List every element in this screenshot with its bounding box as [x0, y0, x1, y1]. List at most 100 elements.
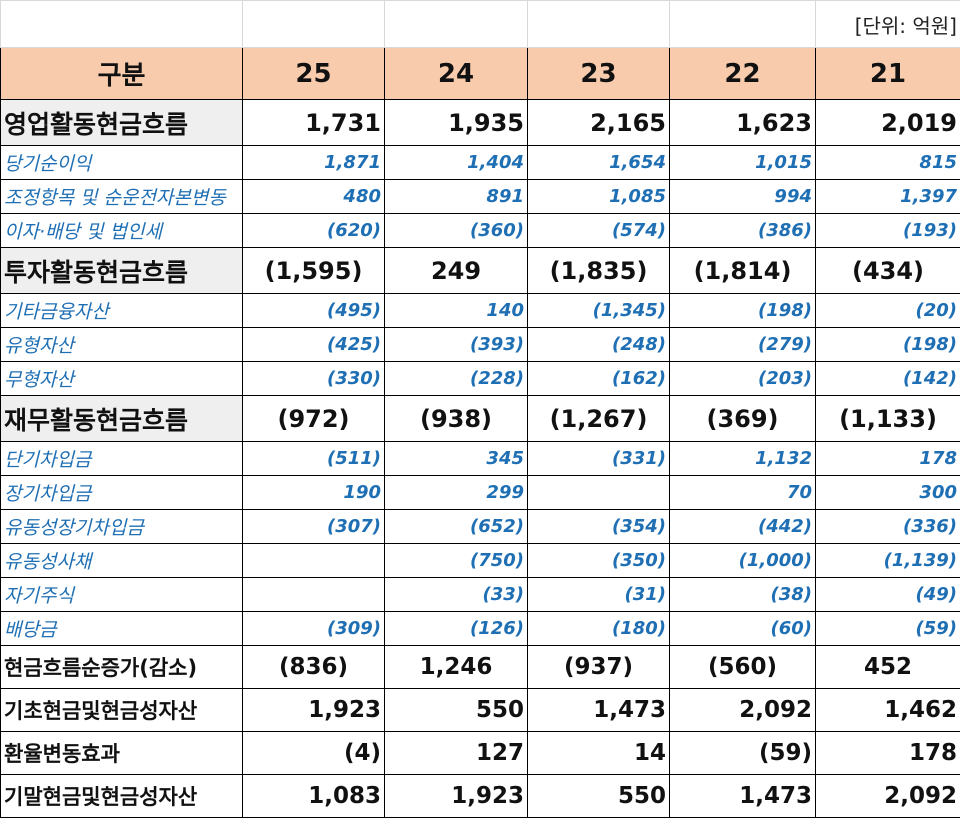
value-cell: (937) [528, 646, 670, 689]
value-cell: 178 [816, 732, 960, 775]
row-label: 유동성사채 [1, 544, 243, 578]
value-cell: 2,165 [528, 100, 670, 146]
value-cell: 70 [670, 476, 816, 510]
value-cell: (511) [243, 442, 385, 476]
minor-row: 이자·배당 및 법인세(620)(360)(574)(386)(193) [1, 214, 960, 248]
value-cell: 2,092 [670, 689, 816, 732]
header-year: 23 [528, 48, 670, 100]
value-cell: (20) [816, 294, 960, 328]
value-cell: (33) [385, 578, 528, 612]
value-cell: (60) [670, 612, 816, 646]
value-cell: (1,267) [528, 396, 670, 442]
header-label: 구분 [1, 48, 243, 100]
value-cell: (1,595) [243, 248, 385, 294]
header-row: 구분 25 24 23 22 21 [1, 48, 960, 100]
value-cell: 1,473 [528, 689, 670, 732]
value-cell: (1,133) [816, 396, 960, 442]
value-cell: 345 [385, 442, 528, 476]
value-cell: 1,871 [243, 146, 385, 180]
value-cell: 550 [385, 689, 528, 732]
minor-row: 유동성장기차입금(307)(652)(354)(442)(336) [1, 510, 960, 544]
value-cell: (495) [243, 294, 385, 328]
value-cell: (180) [528, 612, 670, 646]
value-cell: (248) [528, 328, 670, 362]
value-cell: 14 [528, 732, 670, 775]
minor-row: 기타금융자산(495)140(1,345)(198)(20) [1, 294, 960, 328]
value-cell: (836) [243, 646, 385, 689]
value-cell: (560) [670, 646, 816, 689]
value-cell: (620) [243, 214, 385, 248]
value-cell: 1,935 [385, 100, 528, 146]
value-cell: 1,623 [670, 100, 816, 146]
value-cell: 299 [385, 476, 528, 510]
value-cell: (31) [528, 578, 670, 612]
unit-row: [단위: 억원] [1, 1, 960, 48]
value-cell: 140 [385, 294, 528, 328]
value-cell: (652) [385, 510, 528, 544]
row-label: 기말현금및현금성자산 [1, 775, 243, 818]
row-label: 무형자산 [1, 362, 243, 396]
row-label: 기타금융자산 [1, 294, 243, 328]
value-cell: (1,000) [670, 544, 816, 578]
value-cell: (330) [243, 362, 385, 396]
row-label: 조정항목 및 순운전자본변동 [1, 180, 243, 214]
value-cell: (442) [670, 510, 816, 544]
row-label: 현금흐름순증가(감소) [1, 646, 243, 689]
value-cell: 1,731 [243, 100, 385, 146]
value-cell: 249 [385, 248, 528, 294]
row-label: 단기차입금 [1, 442, 243, 476]
value-cell: (434) [816, 248, 960, 294]
value-cell: 815 [816, 146, 960, 180]
value-cell: (309) [243, 612, 385, 646]
value-cell: 300 [816, 476, 960, 510]
value-cell: 1,473 [670, 775, 816, 818]
minor-row: 자기주식(33)(31)(38)(49) [1, 578, 960, 612]
value-cell: (203) [670, 362, 816, 396]
value-cell: 1,923 [385, 775, 528, 818]
value-cell: (142) [816, 362, 960, 396]
value-cell: 1,397 [816, 180, 960, 214]
value-cell: 452 [816, 646, 960, 689]
value-cell: 480 [243, 180, 385, 214]
value-cell: (1,139) [816, 544, 960, 578]
value-cell: (198) [670, 294, 816, 328]
value-cell: 1,923 [243, 689, 385, 732]
sum-row: 현금흐름순증가(감소)(836)1,246(937)(560)452 [1, 646, 960, 689]
value-cell [528, 476, 670, 510]
value-cell: 550 [528, 775, 670, 818]
value-cell: (4) [243, 732, 385, 775]
value-cell: 1,404 [385, 146, 528, 180]
value-cell: (59) [816, 612, 960, 646]
value-cell: 2,092 [816, 775, 960, 818]
value-cell: (972) [243, 396, 385, 442]
value-cell: (393) [385, 328, 528, 362]
value-cell: (750) [385, 544, 528, 578]
major-row: 재무활동현금흐름(972)(938)(1,267)(369)(1,133) [1, 396, 960, 442]
value-cell: (1,835) [528, 248, 670, 294]
value-cell: (193) [816, 214, 960, 248]
value-cell: (38) [670, 578, 816, 612]
value-cell: (307) [243, 510, 385, 544]
value-cell: (938) [385, 396, 528, 442]
value-cell: 1,462 [816, 689, 960, 732]
value-cell: (162) [528, 362, 670, 396]
value-cell: 2,019 [816, 100, 960, 146]
row-label: 이자·배당 및 법인세 [1, 214, 243, 248]
value-cell: (228) [385, 362, 528, 396]
value-cell: 994 [670, 180, 816, 214]
value-cell: (574) [528, 214, 670, 248]
value-cell: 1,132 [670, 442, 816, 476]
value-cell: (126) [385, 612, 528, 646]
value-cell: 1,654 [528, 146, 670, 180]
minor-row: 배당금(309)(126)(180)(60)(59) [1, 612, 960, 646]
header-year: 25 [243, 48, 385, 100]
value-cell: 1,246 [385, 646, 528, 689]
value-cell: (386) [670, 214, 816, 248]
value-cell: (198) [816, 328, 960, 362]
value-cell: 1,083 [243, 775, 385, 818]
